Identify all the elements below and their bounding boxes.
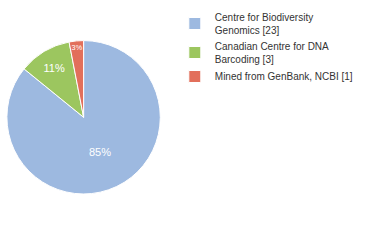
svg-text:Canadian Centre for DNABarcodi: Canadian Centre for DNABarcoding [3] (215, 41, 329, 65)
svg-text:85%: 85% (89, 146, 111, 158)
svg-text:3%: 3% (72, 43, 83, 52)
svg-text:11%: 11% (44, 62, 65, 74)
svg-text:Centre for BiodiversityGenomic: Centre for BiodiversityGenomics [23] (215, 12, 313, 36)
svg-text:Mined from GenBank, NCBI [1]: Mined from GenBank, NCBI [1] (215, 71, 353, 82)
